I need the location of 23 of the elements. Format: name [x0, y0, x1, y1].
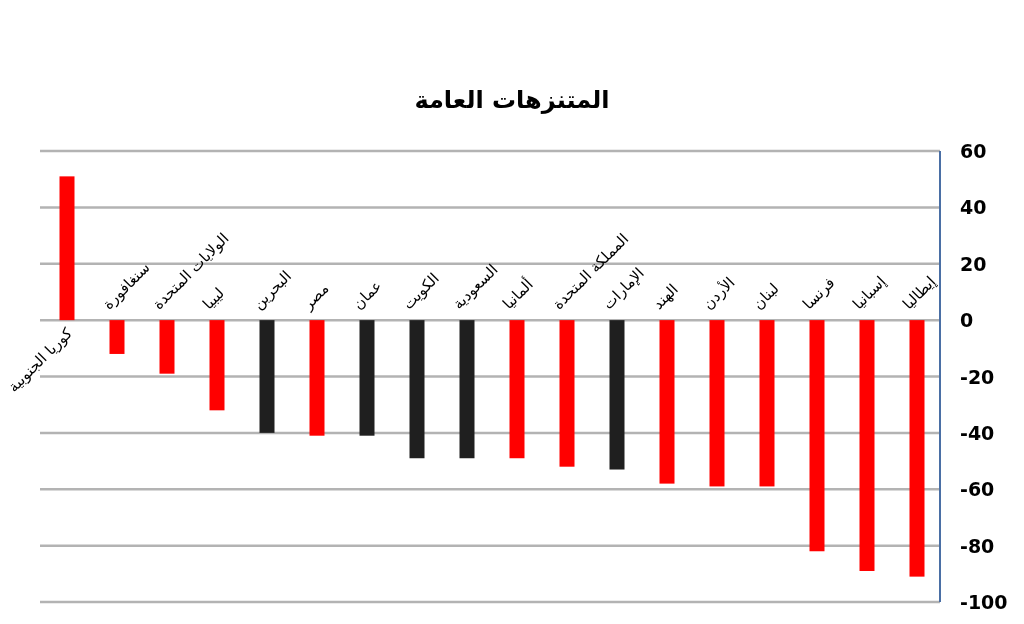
x-tick-label: إيطاليا	[899, 272, 940, 313]
x-tick-label: سنغافورة	[99, 258, 154, 313]
y-tick-label: -100	[960, 591, 1008, 613]
y-tick-label: -20	[960, 365, 995, 388]
x-tick-label: الأردن	[698, 272, 739, 313]
x-tick-label: لبنان	[749, 279, 783, 313]
x-tick-label: الكويت	[399, 269, 443, 313]
x-tick-label: الهند	[649, 280, 682, 313]
y-tick-label: -80	[960, 534, 995, 557]
y-tick-label: 0	[960, 309, 974, 332]
x-tick-label: البحرين	[249, 267, 295, 313]
x-tick-label: مصر	[298, 279, 333, 314]
x-tick-label: كوريا الجنوبية	[4, 323, 77, 396]
y-tick-label: -60	[960, 478, 995, 501]
y-tick-label: 20	[960, 252, 987, 275]
y-tick-label: -40	[960, 421, 995, 444]
x-tick-label: ليبيا	[199, 284, 228, 313]
x-tick-label: فرنسا	[799, 273, 839, 313]
y-tick-label: 60	[960, 140, 987, 162]
chart-title: المتنزهات العامة	[414, 86, 610, 114]
x-tick-label: إسبانيا	[849, 272, 890, 313]
y-tick-label: 40	[960, 196, 987, 219]
x-tick-label: عمان	[349, 276, 386, 313]
